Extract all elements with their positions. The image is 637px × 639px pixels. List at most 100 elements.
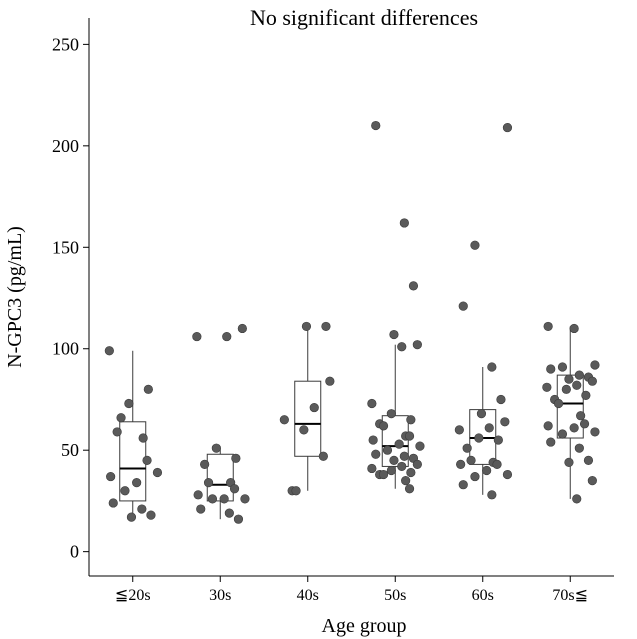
data-point [466,455,476,465]
data-point [456,459,466,470]
chart-title: No significant differences [250,5,478,30]
data-point [200,459,210,470]
data-point [389,455,399,465]
data-point [219,494,229,504]
data-point [574,443,584,453]
data-point [192,331,202,342]
data-point [142,455,152,465]
data-point [492,459,502,470]
data-point [132,478,142,488]
y-tick-label: 100 [52,339,79,359]
data-point [462,443,472,453]
data-point [412,459,422,470]
data-point [404,431,415,441]
data-point [138,433,148,443]
data-point [394,439,404,449]
data-point [222,331,232,342]
data-point [299,425,309,435]
data-point [108,498,118,508]
x-tick-label: 70s≦ [552,587,588,604]
data-point [412,340,422,350]
data-point [502,122,513,133]
data-point [207,494,218,504]
data-point [487,362,497,372]
data-point [557,362,568,372]
y-tick-label: 50 [61,440,79,460]
data-point [233,514,244,524]
y-tick-label: 200 [52,136,79,156]
x-tick-label: 30s [209,587,231,604]
data-point [224,508,234,518]
data-point [415,441,425,451]
data-point [458,480,468,490]
data-point [576,411,586,421]
data-point [482,465,492,476]
x-tick-label: 60s [472,587,494,604]
data-point [318,451,328,461]
data-point [367,398,377,409]
data-point [106,471,116,482]
data-point [203,478,214,488]
data-point [291,486,301,496]
boxes-layer [119,326,584,520]
data-point [587,376,597,386]
data-point [229,484,240,494]
data-point [389,329,399,340]
data-point [406,415,416,425]
data-point [579,419,590,429]
data-point [581,390,591,401]
x-tick-label: ≦20s [115,587,151,604]
data-point [146,510,156,520]
data-point [386,465,396,476]
data-point [124,398,134,409]
box-3 [294,326,322,491]
data-point [546,437,556,447]
data-point [404,484,415,494]
data-point [367,463,377,474]
data-point [378,469,389,480]
data-point [104,346,114,356]
x-tick-label: 40s [297,587,319,604]
data-point [543,421,553,431]
data-point [112,427,122,437]
data-point [470,240,480,250]
data-point [474,433,484,443]
data-point [500,417,510,427]
data-point [493,435,503,445]
y-tick-label: 0 [70,542,79,562]
data-point [476,409,487,419]
data-point [408,281,419,291]
data-point [569,423,579,433]
data-point [564,374,574,384]
x-tick-label: 50s [384,587,406,604]
data-point [572,494,582,504]
data-point [553,398,564,409]
data-point [386,409,396,419]
data-point [561,384,571,394]
data-point [574,370,584,380]
data-point [458,301,468,311]
data-point [590,360,600,370]
points-layer [104,120,600,524]
data-point [143,384,153,394]
data-point [569,323,579,334]
data-point [587,476,597,486]
data-point [484,423,494,433]
data-point [382,445,393,455]
box-iqr [206,453,234,502]
data-point [557,429,568,439]
y-axis-ticks: 0 50 100 150 200 250 [52,34,89,562]
data-point [240,494,250,504]
data-point [546,364,556,374]
data-point [279,415,289,425]
data-point [309,402,319,413]
x-axis-label: Age group [322,615,407,637]
data-point [371,449,381,459]
data-point [301,321,312,332]
data-point [583,455,594,465]
data-point [193,490,203,500]
data-point [406,467,416,478]
y-axis-label: N-GPC3 (pg/mL) [4,226,26,368]
data-point [542,382,552,392]
